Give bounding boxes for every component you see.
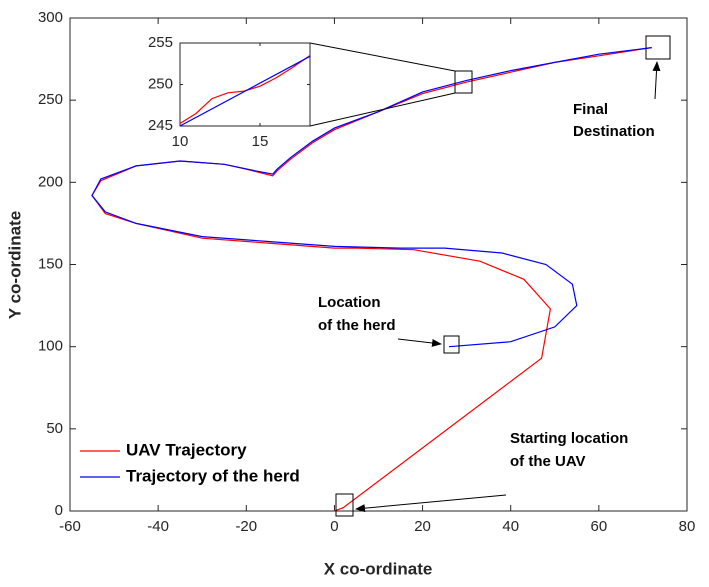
annotation: Starting location bbox=[510, 430, 628, 447]
y-tick-label: 300 bbox=[38, 9, 63, 26]
annotation: Location bbox=[318, 294, 381, 311]
x-axis-label: X co-ordinate bbox=[324, 559, 433, 578]
herd-box bbox=[443, 335, 460, 354]
annotation: of the UAV bbox=[510, 453, 586, 470]
annotation: Final bbox=[573, 101, 608, 118]
inset-area bbox=[179, 42, 311, 127]
x-tick-label: -20 bbox=[235, 518, 257, 535]
x-tick-label: 0 bbox=[330, 518, 338, 535]
x-tick-label: -60 bbox=[59, 518, 81, 535]
arrow bbox=[397, 338, 442, 347]
series-line bbox=[179, 55, 311, 127]
y-tick-label: 250 bbox=[38, 91, 63, 108]
y-axis-label: Y co-ordinate bbox=[5, 211, 24, 319]
x-tick-label: 60 bbox=[591, 518, 608, 535]
final-box bbox=[645, 35, 671, 60]
main-plot: -60 -40 -20 0 20 40 60 80 0 50 100 150 200 250 300 UAV … bbox=[38, 9, 695, 535]
y-tick-label: 150 bbox=[38, 255, 63, 272]
y-tick-label: 50 bbox=[46, 420, 63, 437]
start-box bbox=[335, 493, 354, 517]
annotation: Destination bbox=[573, 123, 655, 140]
x-tick-label: 40 bbox=[502, 518, 519, 535]
annotation: of the herd bbox=[318, 317, 396, 334]
y-tick-label: 250 bbox=[148, 75, 173, 92]
y-tick-label: 100 bbox=[38, 338, 63, 355]
x-tick-label: 20 bbox=[414, 518, 431, 535]
y-tick-label: 245 bbox=[148, 117, 173, 134]
legend-label: Trajectory of the herd bbox=[126, 466, 300, 485]
y-tick-label: 255 bbox=[148, 34, 173, 51]
arrow bbox=[355, 494, 507, 513]
x-tick-label: 15 bbox=[252, 133, 269, 150]
arrow bbox=[652, 61, 661, 100]
y-tick-label: 0 bbox=[55, 502, 63, 519]
x-tick-label: 10 bbox=[172, 133, 189, 150]
zoom-connector bbox=[309, 92, 456, 127]
x-tick-label: -40 bbox=[147, 518, 169, 535]
zoom-box bbox=[454, 70, 473, 94]
zoom-connector bbox=[309, 42, 456, 72]
y-tick-label: 200 bbox=[38, 173, 63, 190]
inset-plot: 10 15 245 250 255 bbox=[148, 34, 311, 150]
legend-label: UAV Trajectory bbox=[126, 440, 247, 459]
series-line bbox=[91, 47, 652, 348]
x-tick-label: 80 bbox=[679, 518, 696, 535]
plot-area bbox=[69, 17, 688, 512]
